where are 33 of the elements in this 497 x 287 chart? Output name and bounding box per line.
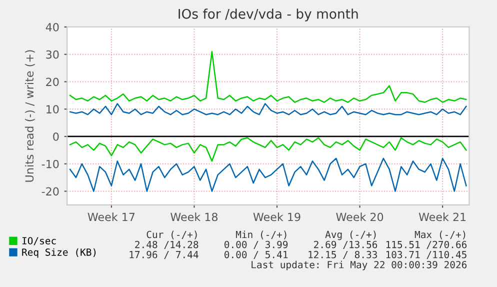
text: Max (-/+) bbox=[414, 230, 466, 240]
text: 17.96 / 7.44 bbox=[130, 250, 198, 260]
x-tick-label: Week 20 bbox=[336, 212, 384, 222]
y-axis-title: Units read (-) / write (+) bbox=[25, 50, 35, 182]
y-tick-label: 10 bbox=[46, 105, 59, 114]
y-tick-label: 20 bbox=[46, 78, 59, 86]
y-tick-label: 40 bbox=[46, 22, 59, 32]
legend-label: Req Size (KB) bbox=[22, 248, 96, 258]
chart-title: IOs for /dev/vda - by month bbox=[178, 8, 358, 22]
y-tick-label: -20 bbox=[42, 187, 59, 196]
text: 0.00 / 3.99 bbox=[224, 240, 288, 249]
text: Last update: Fri May 22 00:00:39 2026 bbox=[252, 260, 467, 270]
y-tick-label: 30 bbox=[46, 50, 59, 59]
x-tick-label: Week 17 bbox=[88, 212, 135, 222]
x-tick-label: Week 19 bbox=[253, 212, 300, 222]
text: 103.71 /110.45 bbox=[386, 250, 466, 260]
line-series bbox=[69, 103, 467, 116]
y-tick-label: -10 bbox=[42, 160, 59, 168]
x-tick-label: Week 18 bbox=[170, 212, 218, 222]
text: Min (-/+) bbox=[236, 230, 286, 240]
text: Avg (-/+) bbox=[325, 230, 376, 240]
text: Cur (-/+) bbox=[146, 230, 197, 240]
text: 0.00 / 5.41 bbox=[224, 250, 288, 260]
line-series bbox=[69, 158, 467, 192]
line-series bbox=[69, 50, 467, 103]
text: 115.51 /270.66 bbox=[386, 240, 467, 249]
line-series bbox=[69, 137, 467, 162]
y-tick-label: 0 bbox=[53, 132, 59, 141]
x-tick-label: Week 21 bbox=[418, 212, 466, 222]
text: 12.15 / 8.33 bbox=[308, 250, 377, 260]
text: 2.48 /14.28 bbox=[135, 240, 198, 249]
legend-label: IO/sec bbox=[22, 237, 56, 246]
text: 2.69 /13.56 bbox=[314, 240, 378, 249]
